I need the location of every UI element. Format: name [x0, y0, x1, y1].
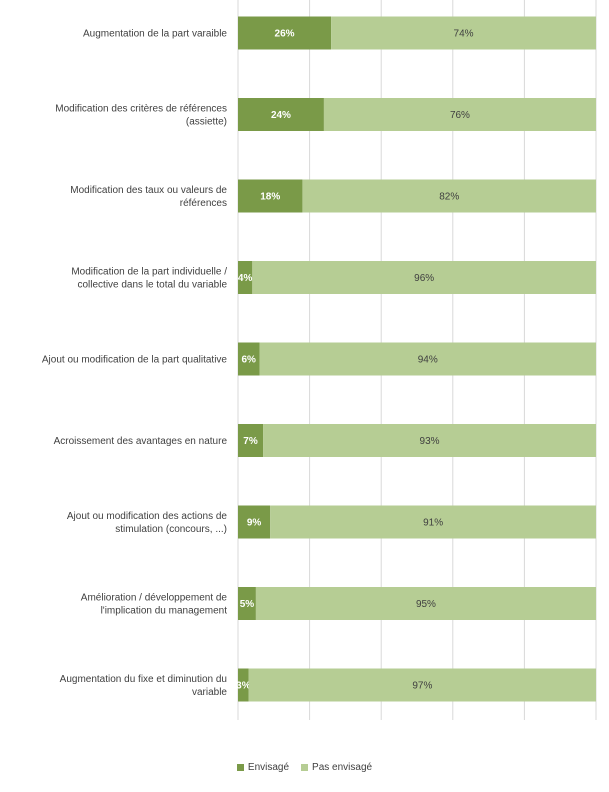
bar-pas-envisage	[248, 668, 597, 702]
category-label: Modification des taux ou valeurs de	[70, 185, 227, 196]
data-label: 76%	[450, 110, 470, 121]
category-label: variable	[192, 687, 227, 698]
data-label: 96%	[414, 273, 434, 284]
category-label: Modification des critères de références	[55, 104, 227, 115]
legend-item-pas-envisage: Pas envisagé	[301, 762, 372, 773]
category-label: Amélioration / développement de	[81, 593, 228, 604]
bar-envisage	[238, 179, 303, 213]
category-label: Ajout ou modification de la part qualita…	[42, 355, 228, 366]
data-label: 26%	[275, 29, 295, 40]
bar-pas-envisage	[252, 261, 596, 294]
bar-envisage	[238, 16, 332, 50]
bar-pas-envisage	[302, 179, 596, 213]
data-label: 95%	[416, 599, 436, 610]
bar-envisage	[238, 424, 264, 457]
bar-envisage	[238, 98, 324, 131]
data-label: 82%	[439, 192, 459, 203]
data-label: 93%	[420, 436, 440, 447]
bar-pas-envisage	[255, 587, 596, 620]
legend: Envisagé Pas envisagé	[0, 762, 609, 773]
legend-swatch-envisage	[236, 764, 244, 771]
category-label: Augmentation de la part varaible	[83, 29, 227, 40]
category-label: Acroissement des avantages en nature	[54, 436, 228, 447]
data-label: 9%	[247, 518, 262, 529]
data-label: 3%	[236, 681, 251, 692]
data-label: 74%	[454, 29, 474, 40]
category-label: l'implication du management	[101, 606, 228, 617]
category-label: références	[180, 198, 227, 209]
bar-pas-envisage	[259, 342, 596, 376]
bar-envisage	[238, 587, 256, 620]
bars: 26% 74% 24% 76% 18% 82% 4% 96% 6% 94% 7% 93% 9% 91% 5%…	[236, 16, 597, 702]
bar-envisage	[238, 668, 249, 702]
bar-envisage	[238, 505, 271, 539]
data-label: 18%	[260, 192, 280, 203]
bar-pas-envisage	[323, 98, 596, 131]
data-label: 97%	[412, 681, 432, 692]
data-label: 4%	[238, 273, 253, 284]
data-label: 6%	[242, 355, 257, 366]
bar-pas-envisage	[263, 424, 596, 457]
legend-item-envisage: Envisagé	[236, 762, 290, 773]
category-label: stimulation (concours, ...)	[115, 524, 227, 535]
bar-envisage	[238, 261, 253, 294]
category-label: Ajout ou modification des actions de	[67, 511, 228, 522]
category-label: Augmentation du fixe et diminution du	[60, 674, 227, 685]
category-labels: Augmentation de la part varaible Modifica…	[42, 29, 228, 699]
data-label: 94%	[418, 355, 438, 366]
legend-swatch-pas-envisage	[301, 764, 309, 771]
category-label: collective dans le total du variable	[77, 280, 227, 291]
category-label: Modification de la part individuelle /	[71, 267, 227, 278]
data-label: 7%	[243, 436, 258, 447]
legend-label-envisage: Envisagé	[247, 762, 290, 773]
data-label: 5%	[240, 599, 255, 610]
data-label: 24%	[271, 110, 291, 121]
bar-pas-envisage	[270, 505, 596, 539]
category-label: (assiette)	[186, 117, 227, 128]
data-label: 91%	[423, 518, 443, 529]
bar-pas-envisage	[331, 16, 596, 50]
legend-label-pas-envisage: Pas envisagé	[312, 762, 373, 773]
bar-envisage	[238, 342, 260, 376]
